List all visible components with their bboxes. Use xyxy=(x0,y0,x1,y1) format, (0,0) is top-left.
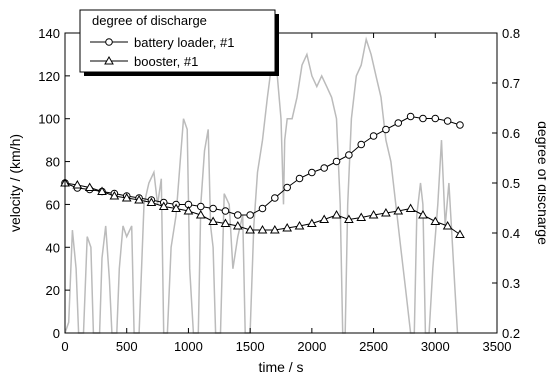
legend-marker xyxy=(105,38,113,46)
point xyxy=(431,114,440,123)
legend-marker xyxy=(104,55,114,65)
x-tick-label: 2000 xyxy=(297,339,326,354)
point xyxy=(332,157,341,166)
point xyxy=(121,192,132,202)
point xyxy=(393,205,404,215)
y2-axis-label: degree of discharge xyxy=(535,121,546,245)
point xyxy=(319,214,330,223)
x-tick-label: 2500 xyxy=(359,339,388,354)
point xyxy=(406,112,415,121)
legend-label: battery loader, #1 xyxy=(134,35,234,50)
point xyxy=(344,214,354,223)
x-tick-label: 1000 xyxy=(174,339,203,354)
point xyxy=(234,211,242,219)
point xyxy=(232,220,243,230)
point xyxy=(394,119,403,127)
point xyxy=(369,132,378,140)
point xyxy=(146,197,157,206)
x-axis-label: time / s xyxy=(258,359,303,375)
point xyxy=(209,204,217,213)
point xyxy=(456,121,464,129)
point xyxy=(308,168,316,177)
point xyxy=(368,209,379,219)
point xyxy=(171,203,181,212)
point xyxy=(257,224,268,234)
point xyxy=(345,151,353,159)
y2-tick-label: 0.8 xyxy=(502,26,520,41)
point xyxy=(405,203,416,212)
y-tick-label: 60 xyxy=(46,197,60,212)
x-tick-label: 1500 xyxy=(236,339,265,354)
point xyxy=(109,190,120,200)
point xyxy=(97,186,107,195)
point xyxy=(158,201,169,210)
point xyxy=(418,209,428,219)
point xyxy=(443,117,452,125)
y-tick-label: 120 xyxy=(38,69,60,84)
point xyxy=(320,164,329,172)
point xyxy=(381,207,391,217)
x-tick-label: 500 xyxy=(116,339,138,354)
y-tick-label: 80 xyxy=(46,155,60,170)
point xyxy=(183,205,194,215)
y-tick-label: 40 xyxy=(46,240,60,255)
point xyxy=(195,209,206,219)
y-axis-label: velocity / (km/h) xyxy=(7,134,23,232)
point xyxy=(269,224,280,234)
x-tick-label: 3500 xyxy=(483,339,512,354)
point xyxy=(430,216,441,225)
point xyxy=(134,194,144,204)
series-line xyxy=(64,36,459,334)
point xyxy=(196,202,205,211)
point xyxy=(382,125,390,134)
point xyxy=(455,229,465,238)
point xyxy=(306,218,317,227)
y2-tick-label: 0.7 xyxy=(502,76,520,91)
y2-tick-label: 0.6 xyxy=(502,126,520,141)
legend-title: degree of discharge xyxy=(92,13,207,28)
y2-tick-label: 0.3 xyxy=(502,276,520,291)
y2-tick-label: 0.4 xyxy=(502,226,520,241)
point xyxy=(357,140,366,149)
y-tick-label: 100 xyxy=(38,112,60,127)
point xyxy=(442,220,453,230)
point xyxy=(356,212,367,221)
x-tick-label: 3000 xyxy=(421,339,450,354)
point xyxy=(271,194,279,202)
legend-label: booster, #1 xyxy=(134,54,198,69)
y2-tick-label: 0.2 xyxy=(502,326,520,341)
point xyxy=(295,174,304,183)
point xyxy=(245,224,256,234)
point xyxy=(221,207,230,215)
y-tick-label: 140 xyxy=(38,26,60,41)
point xyxy=(220,218,231,227)
point xyxy=(419,114,427,123)
point xyxy=(208,216,218,225)
point xyxy=(283,183,291,192)
point xyxy=(331,209,342,219)
point xyxy=(246,211,254,219)
point xyxy=(282,222,293,232)
y2-tick-label: 0.5 xyxy=(502,176,520,191)
point xyxy=(258,204,267,213)
point xyxy=(294,220,305,230)
x-tick-label: 0 xyxy=(61,339,68,354)
y-tick-label: 20 xyxy=(46,283,60,298)
y-tick-label: 0 xyxy=(53,326,60,341)
point xyxy=(72,179,83,189)
point xyxy=(84,182,95,191)
